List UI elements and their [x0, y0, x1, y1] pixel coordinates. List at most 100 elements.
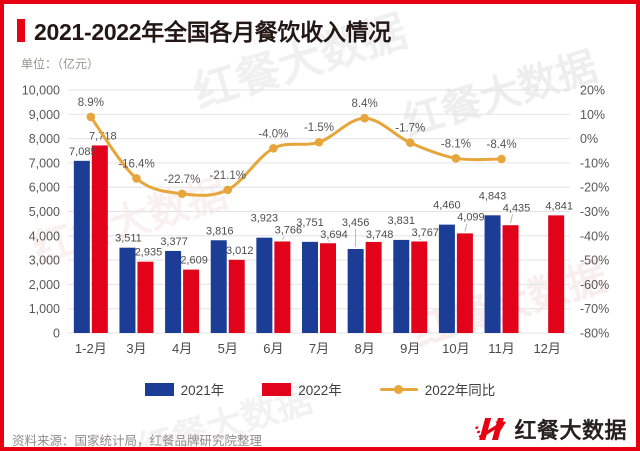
trend-point-label: -21.1% [210, 170, 246, 182]
trend-point-label: -22.7% [164, 174, 200, 186]
trend-point [360, 113, 369, 123]
brand-logo-text: 红餐大数据 [514, 418, 627, 443]
y-axis-label-left: 1,000 [29, 302, 60, 316]
bar-2021 [484, 215, 501, 333]
trend-point-label: -16.4% [118, 158, 154, 170]
bar-value-label: 4,435 [503, 202, 531, 214]
y-axis-label-left: 9,000 [29, 108, 60, 122]
bar-value-label: 3,923 [251, 213, 279, 225]
trend-point [405, 138, 415, 148]
bar-2021 [165, 250, 182, 333]
bar-2021 [210, 240, 227, 333]
y-axis-label-left: 0 [53, 327, 60, 341]
trend-point-label: -1.7% [395, 123, 425, 135]
y-axis-label-right: 0% [580, 132, 598, 146]
bar-value-label: 3,766 [275, 225, 303, 237]
trend-point-label: 8.4% [352, 98, 378, 110]
trend-point [269, 144, 278, 153]
trend-point-label: -8.1% [441, 138, 471, 150]
bar-2022 [91, 145, 108, 333]
bar-2022 [456, 233, 473, 333]
x-axis-label: 6月 [263, 341, 283, 356]
x-axis-label: 4月 [172, 341, 192, 356]
bar-2022 [183, 269, 200, 333]
x-axis-label: 3月 [126, 341, 146, 356]
y-axis-label-right: 20% [580, 84, 605, 98]
label-leader-line [282, 236, 285, 240]
legend-item-yoy: 2022年同比 [379, 379, 496, 399]
bar-value-label: 3,831 [388, 215, 416, 227]
y-axis-label-right: -40% [580, 229, 609, 243]
trend-point-label: -4.0% [258, 128, 288, 140]
data-source-note: 资料来源：国家统计局，红餐品牌研究院整理 [12, 434, 263, 448]
bar-2022 [365, 241, 382, 333]
x-axis-label: 8月 [355, 341, 375, 356]
y-axis-label-left: 5,000 [29, 205, 60, 219]
trend-point-label: -8.4% [487, 139, 517, 151]
legend-line-dot [393, 384, 403, 394]
brand-logo: 红餐大数据 [475, 413, 627, 445]
bar-value-label: 3,012 [226, 245, 254, 257]
x-axis-label: 12月 [533, 341, 560, 356]
x-axis-label: 5月 [218, 341, 238, 356]
bar-value-label: 4,843 [479, 190, 507, 202]
legend-item-2022: 2022年 [262, 379, 342, 399]
bar-2022 [228, 259, 245, 333]
y-axis-label-left: 4,000 [29, 229, 60, 243]
y-axis-label-left: 3,000 [29, 254, 60, 268]
x-axis-label: 10月 [442, 341, 469, 356]
bar-value-label: 4,841 [545, 200, 573, 212]
bar-value-label: 3,816 [206, 225, 234, 237]
bar-value-label: 3,694 [320, 229, 348, 241]
hongcan-logo-icon [475, 417, 507, 441]
y-axis-label-left: 6,000 [29, 181, 60, 195]
y-axis-label-right: 10% [580, 108, 605, 122]
y-axis-label-right: -60% [580, 278, 609, 292]
bar-value-label: 3,511 [115, 233, 142, 245]
x-axis-label: 11月 [488, 341, 515, 356]
trend-point [132, 174, 141, 183]
trend-point [223, 185, 233, 195]
bar-2021 [347, 249, 364, 333]
title-accent-bar [17, 18, 25, 42]
bar-2021 [302, 241, 318, 333]
bar-value-label: 3,377 [160, 236, 188, 248]
trend-point-label: -1.5% [304, 122, 334, 134]
x-axis-label: 9月 [400, 341, 420, 356]
y-axis-label-right: -80% [580, 327, 609, 341]
bar-2021 [393, 239, 410, 333]
chart-header: 2021-2022年全国各月餐饮收入情况 [17, 13, 391, 47]
x-axis-label: 1-2月 [75, 341, 107, 356]
trend-point [86, 112, 96, 122]
y-axis-label-right: -20% [580, 181, 609, 195]
bar-value-label: 2,609 [180, 255, 208, 267]
x-axis-label: 7月 [309, 341, 329, 356]
label-leader-line [419, 238, 422, 240]
bar-value-label: 2,935 [135, 247, 163, 259]
trend-point [497, 154, 506, 164]
bar-2022 [502, 225, 519, 333]
legend-line-swatch [379, 384, 418, 394]
y-axis-label-right: -50% [580, 254, 609, 268]
bar-value-label: 3,456 [342, 217, 370, 229]
bar-value-label: 4,460 [433, 200, 461, 212]
bar-2021 [256, 237, 273, 333]
legend-label-2022: 2022年 [298, 383, 342, 398]
page-title: 2021-2022年全国各月餐饮收入情况 [34, 19, 391, 45]
y-axis-label-left: 8,000 [29, 132, 60, 146]
legend-label-2021: 2021年 [180, 383, 225, 398]
legend-item-2021: 2021年 [144, 379, 225, 399]
bar-2022 [320, 243, 336, 333]
bar-value-label: 7,085 [69, 146, 97, 158]
bar-value-label: 3,748 [366, 229, 394, 241]
chart-legend: 2021年 2022年 2022年同比 [4, 379, 636, 399]
bar-value-label: 3,767 [412, 227, 440, 239]
legend-swatch-2021 [144, 382, 174, 396]
legend-label-yoy: 2022年同比 [424, 383, 496, 398]
bar-2022 [274, 241, 291, 333]
bar-value-label: 4,099 [457, 212, 485, 224]
trend-line [89, 115, 503, 197]
chart-canvas: 10,000 9,000 8,000 7,000 6,000 5,000 4,000 3,00… [22, 84, 609, 357]
y-axis-label-left: 2,000 [29, 278, 60, 292]
